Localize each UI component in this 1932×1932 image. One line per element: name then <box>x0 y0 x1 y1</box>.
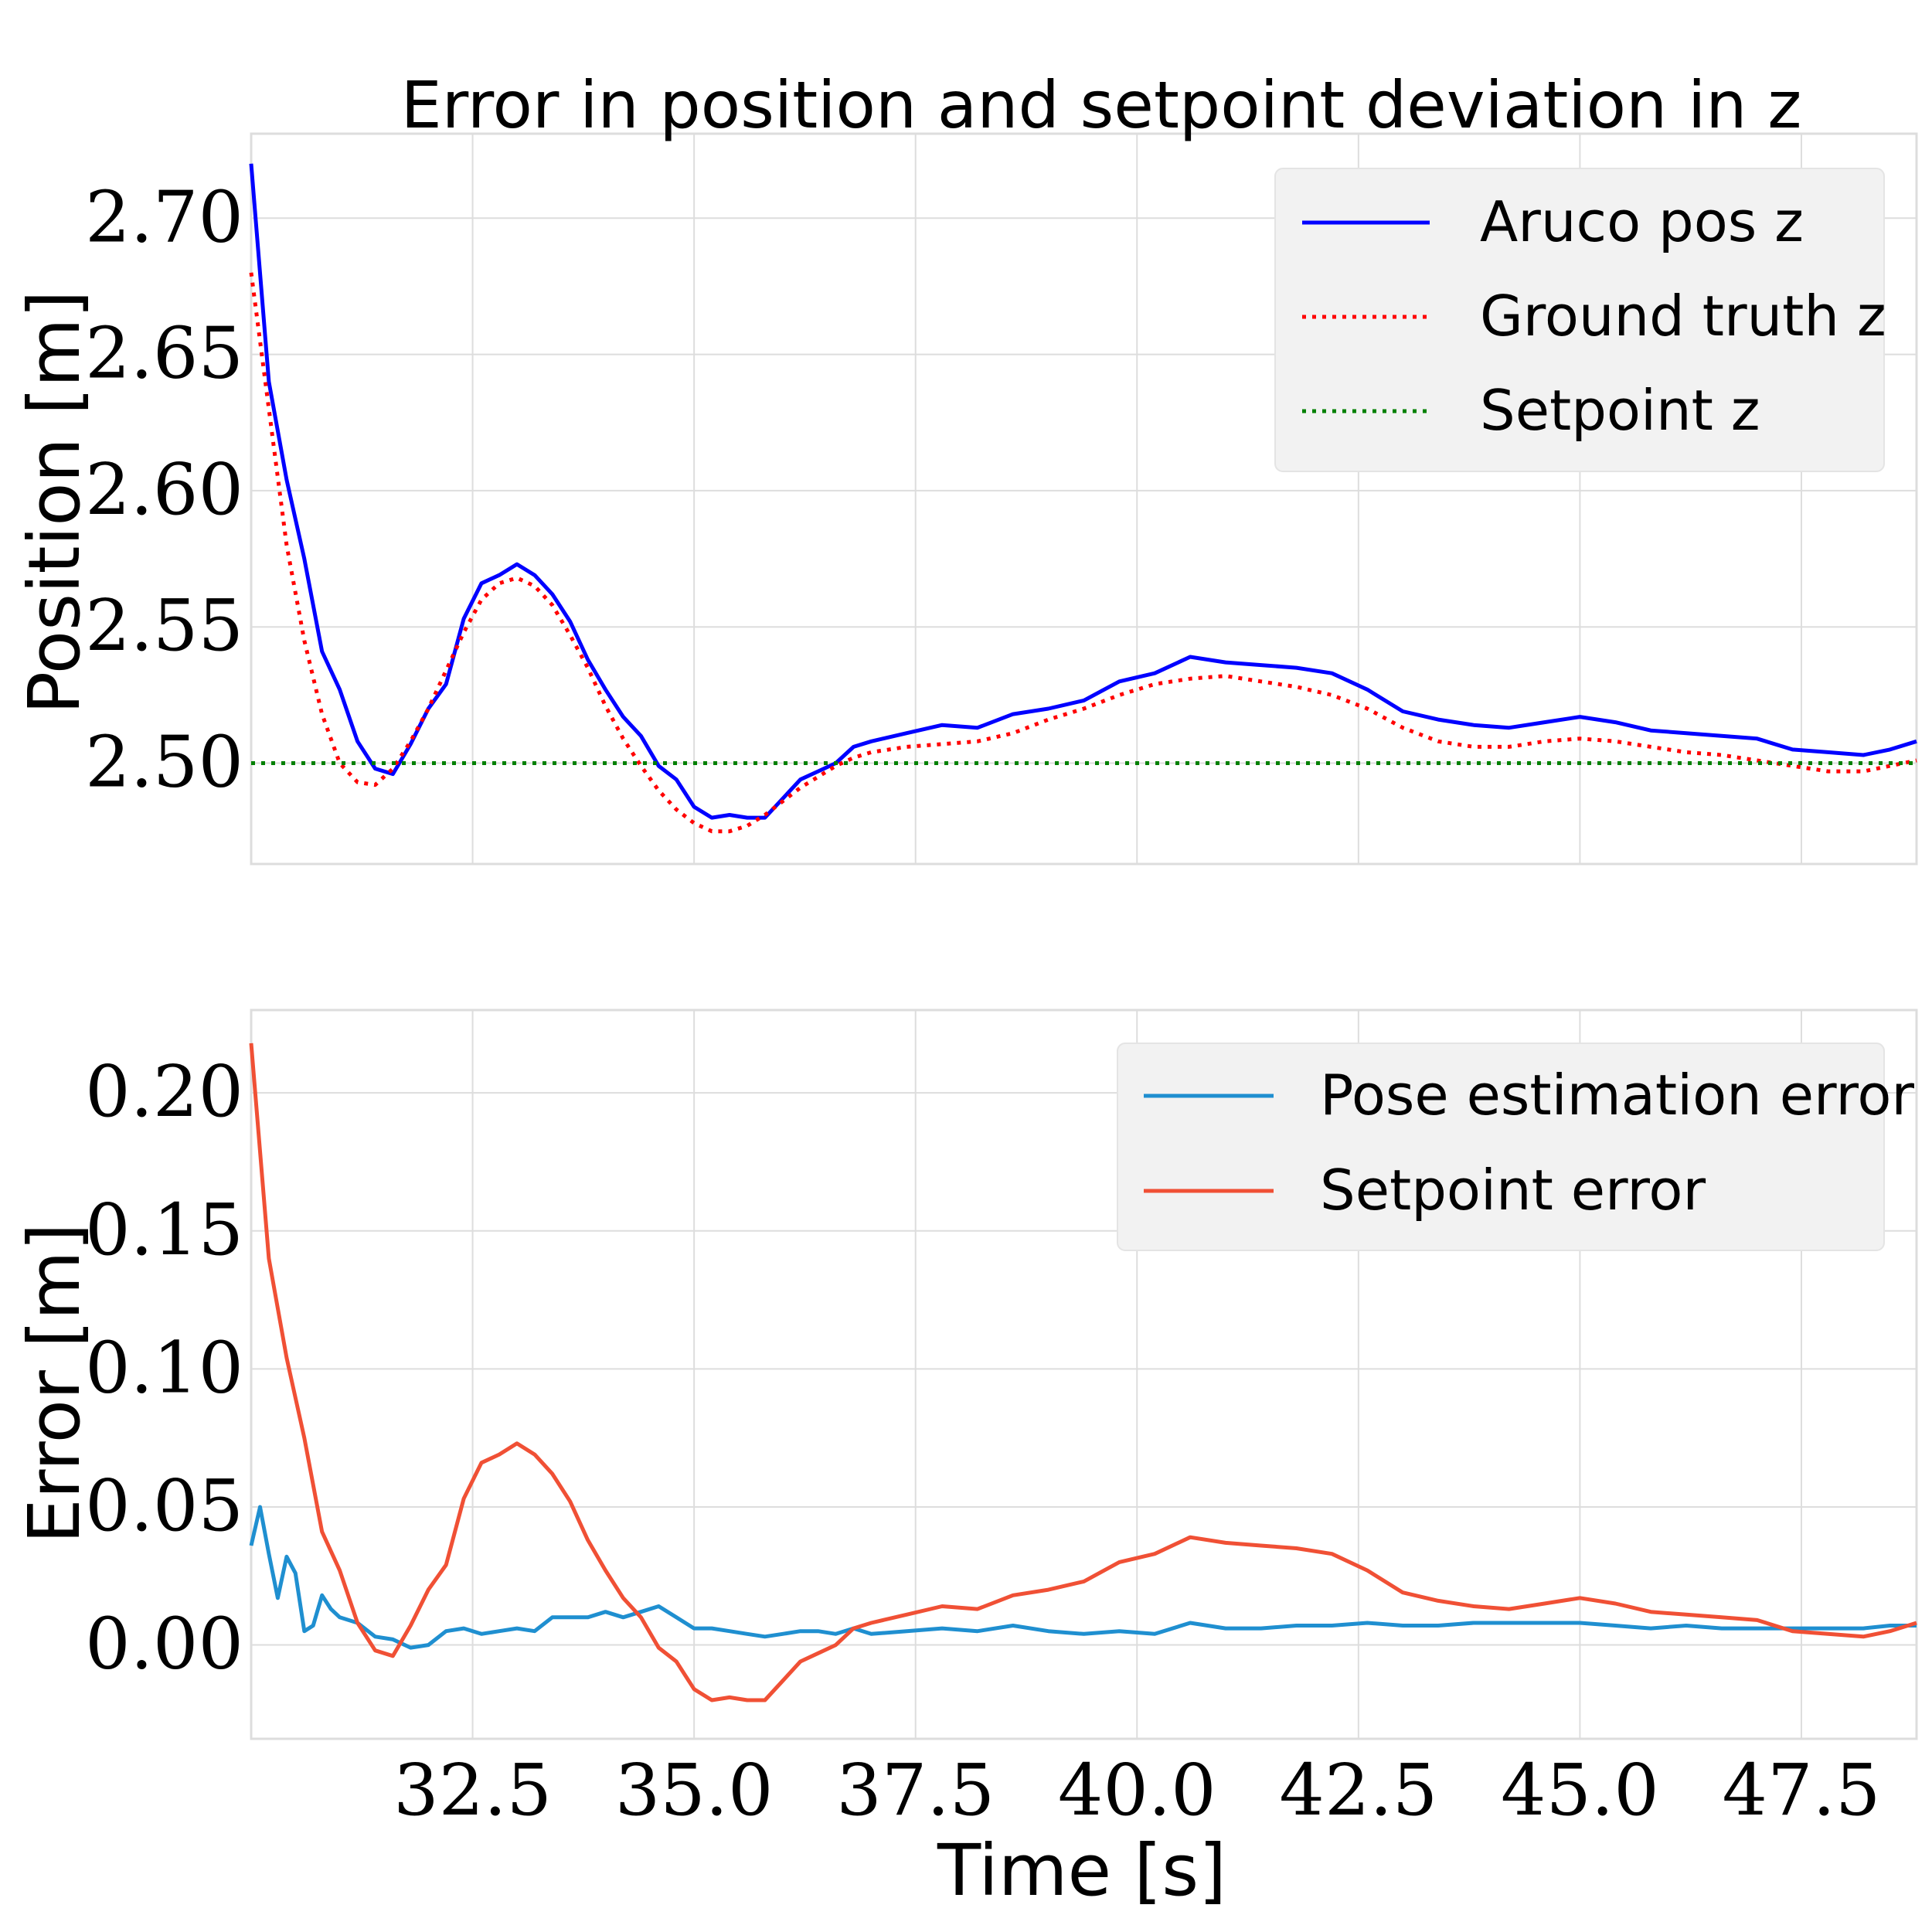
error-y-ticks: 0.00 0.05 0.10 0.15 0.20 <box>85 1050 243 1685</box>
series-line-aruco-pos-z <box>249 163 1917 820</box>
position-series-group <box>249 163 1917 834</box>
error-subplot: 0.00 0.05 0.10 0.15 0.20 32.5 35.0 37.5 40.0 42.… <box>13 1009 1918 1912</box>
chart-title: Error in position and setpoint deviation… <box>401 67 1802 143</box>
legend-label-ground-truth-z: Ground truth z <box>1480 284 1886 349</box>
y-tick-label-0-15: 0.15 <box>85 1189 243 1271</box>
series-line-setpoint-error <box>249 1043 1917 1702</box>
y-tick-label-0-20: 0.20 <box>85 1050 243 1133</box>
x-tick-label-45-0: 45.0 <box>1501 1749 1659 1832</box>
x-tick-label-40-0: 40.0 <box>1058 1749 1216 1832</box>
legend-label-pose-estimation-error: Pose estimation error <box>1320 1063 1914 1128</box>
series-line-ground-truth-z <box>249 272 1917 834</box>
y-tick-label-2-70: 2.70 <box>85 175 243 258</box>
x-tick-label-35-0: 35.0 <box>615 1749 774 1832</box>
x-axis-label: Time [s] <box>937 1829 1226 1912</box>
y-tick-label-0-05: 0.05 <box>85 1464 243 1547</box>
legend-label-setpoint-error: Setpoint error <box>1320 1158 1706 1223</box>
position-legend: Aruco pos z Ground truth z Setpoint z <box>1274 168 1886 472</box>
x-tick-label-42-5: 42.5 <box>1279 1749 1437 1832</box>
x-tick-label-32-5: 32.5 <box>393 1749 552 1832</box>
x-tick-label-47-5: 47.5 <box>1723 1749 1881 1832</box>
legend-label-setpoint-z: Setpoint z <box>1480 378 1760 443</box>
error-series-group <box>249 1043 1917 1702</box>
y-tick-label-2-55: 2.55 <box>85 584 243 667</box>
y-tick-label-0-00: 0.00 <box>85 1603 243 1685</box>
error-legend: Pose estimation error Setpoint error <box>1117 1043 1914 1251</box>
error-y-axis-label: Error [m] <box>13 1223 96 1544</box>
y-tick-label-2-65: 2.65 <box>85 312 243 395</box>
y-tick-label-2-60: 2.60 <box>85 448 243 531</box>
error-legend-box <box>1117 1043 1885 1251</box>
y-tick-label-0-10: 0.10 <box>85 1326 243 1409</box>
position-legend-box <box>1274 168 1885 472</box>
series-line-pose-estimation-error <box>249 1505 1917 1650</box>
y-tick-label-2-50: 2.50 <box>85 721 243 804</box>
x-axis-ticks: 32.5 35.0 37.5 40.0 42.5 45.0 47.5 <box>393 1749 1880 1832</box>
legend-label-aruco-pos-z: Aruco pos z <box>1480 189 1804 254</box>
position-y-ticks: 2.50 2.55 2.60 2.65 2.70 <box>85 175 243 803</box>
position-subplot: 2.50 2.55 2.60 2.65 2.70 Error in position a… <box>13 67 1918 866</box>
x-tick-label-37-5: 37.5 <box>836 1749 995 1832</box>
position-y-axis-label: Position [m] <box>13 291 96 715</box>
